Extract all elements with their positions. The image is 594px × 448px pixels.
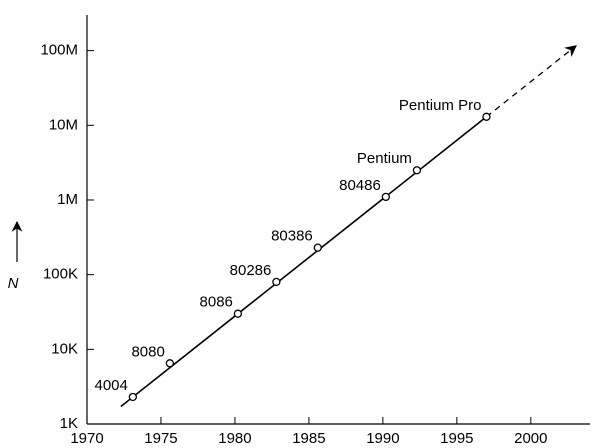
point: [233, 309, 243, 318]
point-label: 80486: [339, 177, 381, 194]
x-tick-label: 1985: [292, 430, 325, 447]
y-tick-label: 100M: [40, 42, 78, 59]
x-tick-label: 1975: [144, 430, 177, 447]
point: [165, 359, 174, 368]
trend-line: [120, 116, 487, 408]
x-tick-label: 1995: [440, 430, 473, 447]
x-tick-label: 1990: [366, 430, 399, 447]
point: [412, 166, 422, 175]
y-tick-label: 1M: [57, 191, 78, 208]
trend-extension: [486, 45, 577, 118]
point: [482, 112, 491, 121]
x-tick-label: 1970: [70, 430, 103, 447]
point-label: 4004: [94, 377, 127, 394]
point: [128, 392, 138, 402]
point: [272, 277, 281, 287]
y-axis-label: N: [8, 275, 19, 292]
y-tick-label: 10K: [51, 340, 78, 357]
point-label: 8080: [131, 343, 164, 360]
point-label: 80286: [230, 262, 272, 279]
x-tick-label: 2000: [514, 430, 547, 447]
y-tick-label: 10M: [49, 116, 78, 133]
point-label: Pentium: [357, 150, 412, 167]
x-tick-label: 1980: [218, 430, 251, 447]
y-tick-label: 100K: [43, 266, 78, 283]
point-label: 80386: [271, 228, 313, 245]
point: [381, 192, 390, 202]
point-label: 8086: [200, 294, 233, 311]
y-tick-label: 1K: [60, 415, 78, 432]
point-label: Pentium Pro: [399, 97, 482, 114]
point: [313, 243, 322, 252]
